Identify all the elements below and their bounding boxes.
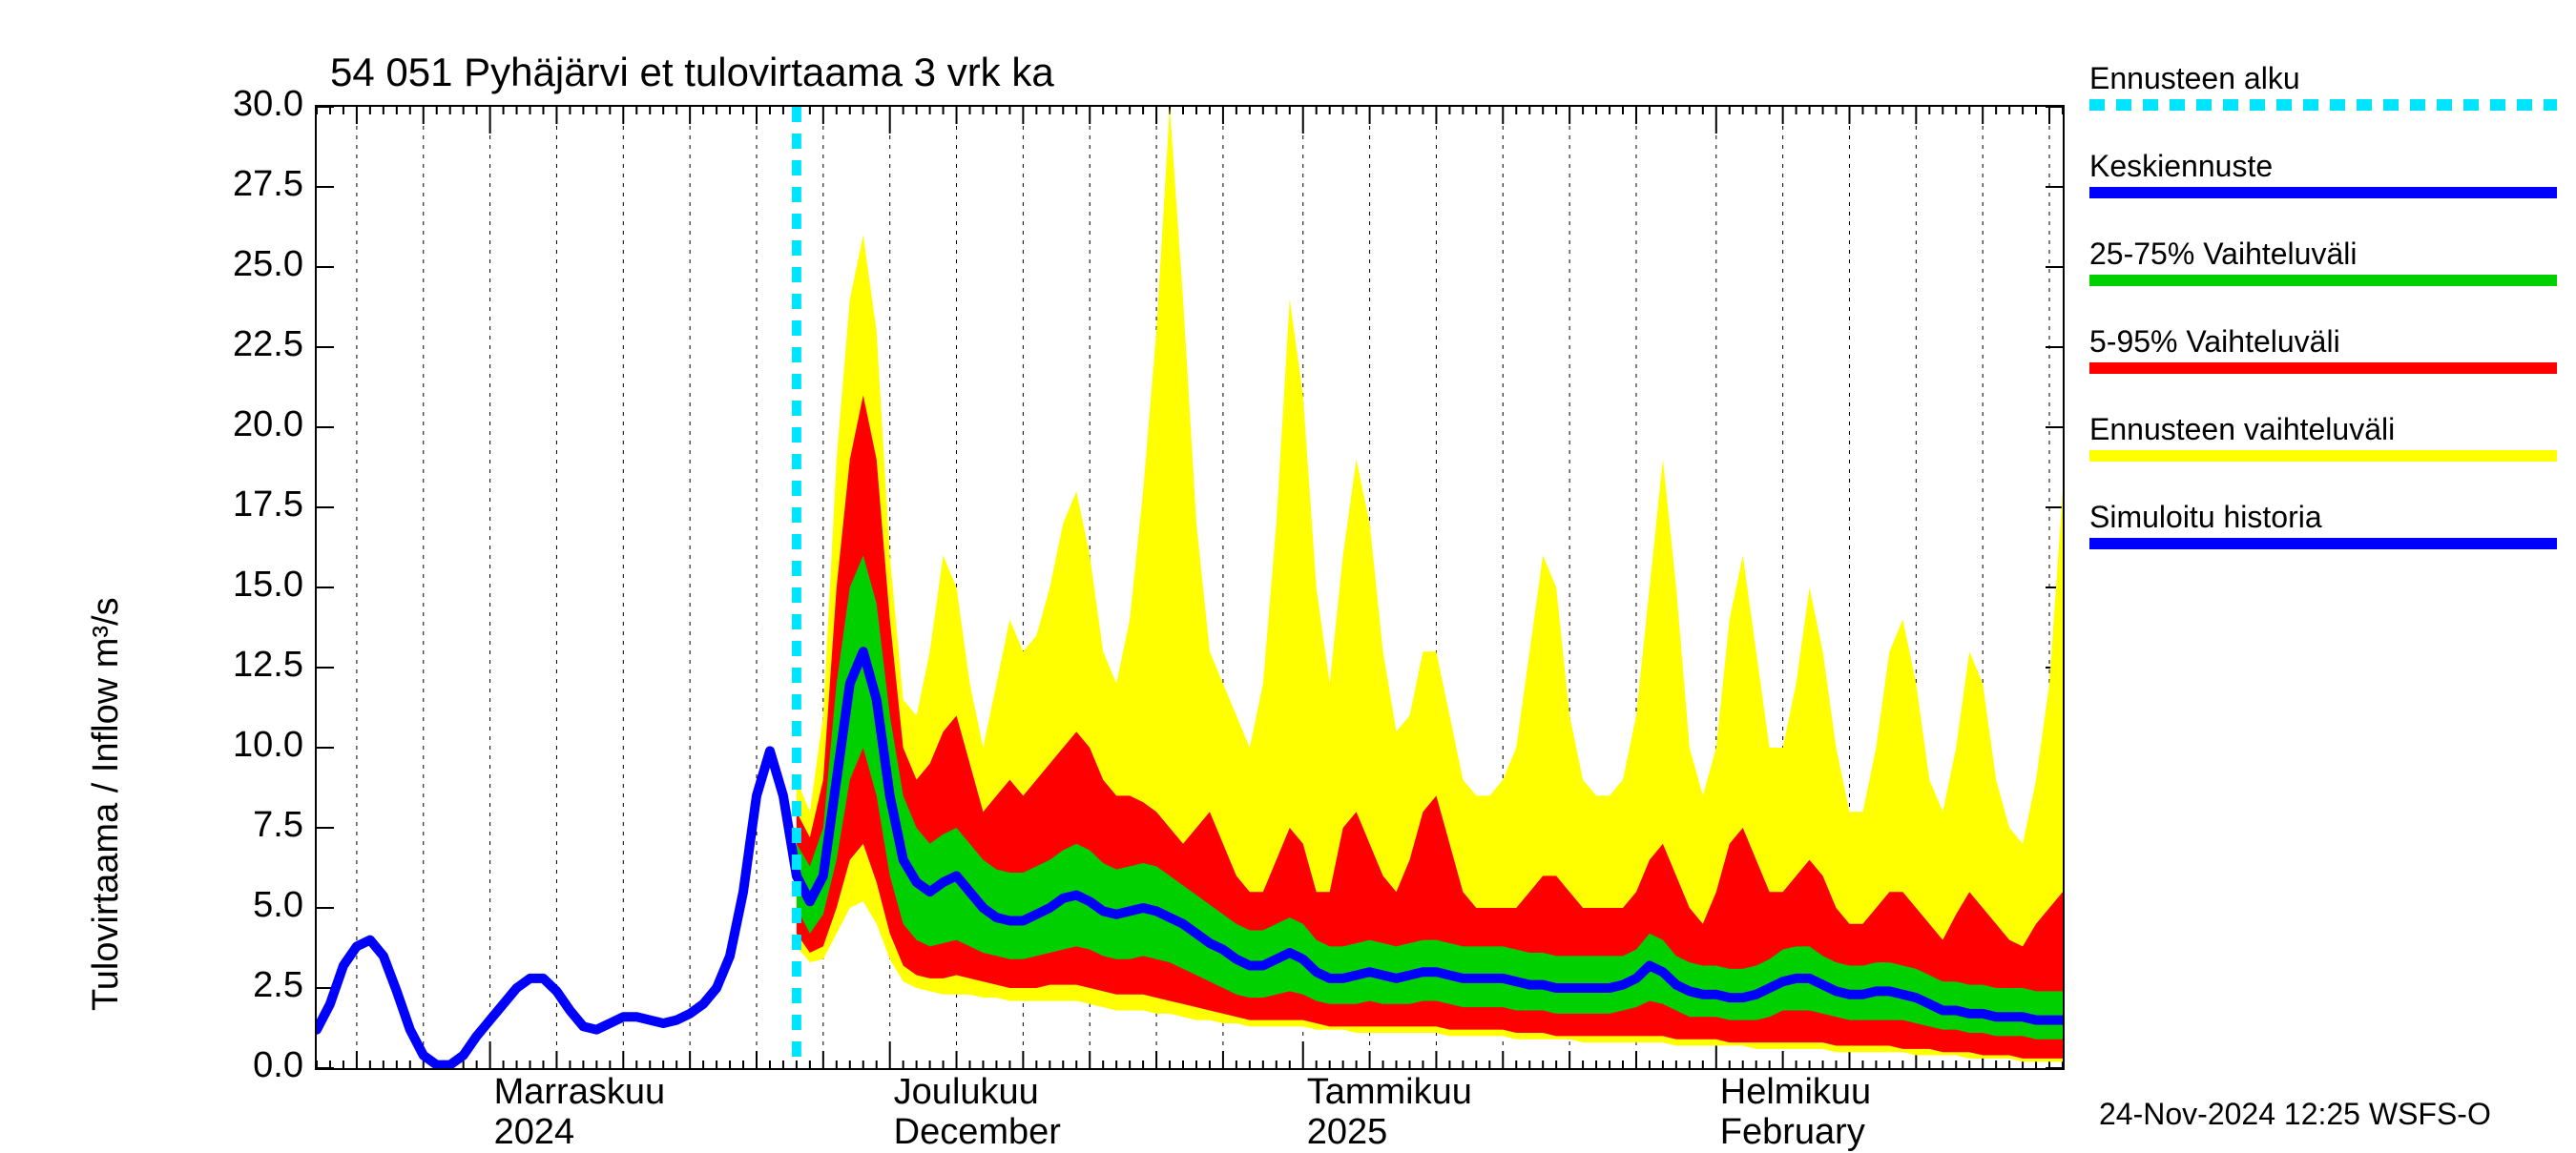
legend-label: 5-95% Vaihteluväli	[2089, 324, 2340, 360]
y-tick-label: 17.5	[208, 484, 303, 525]
x-tick-label-bottom: 2024	[494, 1112, 575, 1153]
chart-title: 54 051 Pyhäjärvi et tulovirtaama 3 vrk k…	[330, 50, 1054, 95]
x-tick-label-top: Joulukuu	[894, 1072, 1039, 1113]
footer-timestamp: 24-Nov-2024 12:25 WSFS-O	[2099, 1097, 2491, 1132]
y-tick-label: 27.5	[208, 164, 303, 205]
y-tick-label: 12.5	[208, 645, 303, 686]
y-tick-label: 7.5	[208, 805, 303, 846]
x-tick-label-bottom: December	[894, 1112, 1061, 1153]
y-tick-label: 30.0	[208, 84, 303, 125]
y-tick-label: 15.0	[208, 565, 303, 606]
x-tick-label-top: Tammikuu	[1307, 1072, 1472, 1113]
plot-area	[315, 105, 2065, 1070]
legend-swatch	[2089, 275, 2557, 286]
y-tick-label: 25.0	[208, 244, 303, 285]
legend-label: Keskiennuste	[2089, 149, 2273, 184]
x-tick-label-top: Marraskuu	[494, 1072, 666, 1113]
x-tick-label-top: Helmikuu	[1720, 1072, 1871, 1113]
x-tick-label-bottom: 2025	[1307, 1112, 1388, 1153]
y-tick-label: 20.0	[208, 404, 303, 445]
y-axis-label: Tulovirtaama / Inflow m³/s	[86, 597, 127, 1011]
legend-label: Ennusteen alku	[2089, 61, 2300, 96]
legend-swatch	[2089, 362, 2557, 374]
legend-label: Simuloitu historia	[2089, 500, 2322, 535]
plot-svg	[317, 107, 2063, 1068]
x-tick-label-bottom: February	[1720, 1112, 1865, 1153]
legend-swatch	[2089, 187, 2557, 198]
legend-swatch	[2089, 538, 2557, 549]
y-tick-label: 5.0	[208, 885, 303, 926]
legend-swatch	[2089, 99, 2557, 111]
y-tick-label: 2.5	[208, 965, 303, 1006]
legend-swatch	[2089, 450, 2557, 462]
y-tick-label: 10.0	[208, 725, 303, 766]
legend-label: Ennusteen vaihteluväli	[2089, 412, 2395, 447]
figure: 54 051 Pyhäjärvi et tulovirtaama 3 vrk k…	[0, 0, 2576, 1144]
y-tick-label: 22.5	[208, 324, 303, 365]
legend-label: 25-75% Vaihteluväli	[2089, 237, 2357, 272]
y-tick-label: 0.0	[208, 1045, 303, 1086]
